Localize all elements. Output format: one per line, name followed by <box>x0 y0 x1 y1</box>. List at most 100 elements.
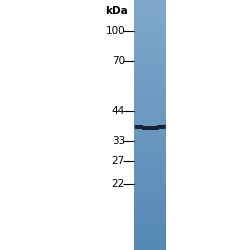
Bar <box>134 203 166 204</box>
Bar <box>134 214 166 215</box>
Bar <box>134 246 166 248</box>
Bar <box>160 125 161 129</box>
Bar <box>134 239 166 240</box>
Bar <box>134 57 166 58</box>
Bar <box>165 124 166 128</box>
Bar <box>134 230 166 231</box>
Text: 22: 22 <box>112 179 125 189</box>
Bar <box>144 126 145 130</box>
Bar <box>134 43 166 44</box>
Bar <box>134 240 166 241</box>
Bar <box>162 125 163 129</box>
Bar <box>134 208 166 209</box>
Bar <box>134 36 166 38</box>
Bar <box>135 124 136 129</box>
Bar <box>134 93 166 94</box>
Bar <box>134 235 166 236</box>
Bar <box>134 5 166 6</box>
Bar <box>134 135 166 136</box>
Bar <box>134 246 166 247</box>
Bar <box>134 124 135 128</box>
Bar <box>137 125 138 129</box>
Bar <box>134 200 166 201</box>
Bar <box>134 248 166 249</box>
Bar <box>162 125 163 129</box>
Bar <box>160 125 161 129</box>
Bar <box>134 163 166 164</box>
Bar <box>134 97 166 98</box>
Bar <box>134 213 166 214</box>
Bar <box>148 126 149 130</box>
Bar <box>134 146 166 147</box>
Bar <box>153 126 154 130</box>
Bar <box>164 124 165 129</box>
Bar <box>137 125 138 129</box>
Bar <box>134 3 166 4</box>
Bar <box>134 227 166 228</box>
Bar <box>134 105 166 106</box>
Bar <box>134 6 166 7</box>
Bar <box>134 130 166 131</box>
Bar <box>134 220 166 221</box>
Bar <box>134 238 166 239</box>
Bar <box>134 64 166 65</box>
Bar <box>134 168 166 169</box>
Bar <box>134 116 166 117</box>
Bar <box>145 126 146 130</box>
Bar <box>134 156 166 158</box>
Bar <box>134 80 166 81</box>
Bar <box>134 44 166 45</box>
Bar <box>134 79 166 80</box>
Bar <box>134 104 166 105</box>
Bar <box>134 92 166 93</box>
Bar <box>156 126 157 130</box>
Bar <box>134 26 166 28</box>
Bar <box>134 16 166 18</box>
Bar <box>134 85 166 86</box>
Bar <box>141 125 142 130</box>
Bar <box>134 100 166 101</box>
Bar <box>134 24 166 25</box>
Bar <box>134 18 166 19</box>
Bar <box>134 197 166 198</box>
Bar <box>134 145 166 146</box>
Bar <box>134 193 166 194</box>
Bar <box>148 126 149 130</box>
Bar <box>144 126 145 130</box>
Bar <box>134 147 166 148</box>
Bar <box>134 106 166 108</box>
Bar <box>134 215 166 216</box>
Bar <box>134 166 166 168</box>
Bar <box>134 243 166 244</box>
Bar <box>134 223 166 224</box>
Bar <box>134 106 166 107</box>
Bar <box>134 87 166 88</box>
Bar <box>134 76 166 77</box>
Bar <box>134 206 166 207</box>
Bar <box>134 75 166 76</box>
Bar <box>134 162 166 163</box>
Bar <box>134 166 166 167</box>
Bar <box>163 125 164 129</box>
Bar <box>134 74 166 75</box>
Bar <box>134 186 166 187</box>
Bar <box>134 25 166 26</box>
Bar <box>134 72 166 73</box>
Bar <box>134 86 166 88</box>
Bar <box>147 126 148 130</box>
Bar <box>134 56 166 58</box>
Bar <box>146 126 147 130</box>
Bar <box>142 126 143 130</box>
Bar <box>134 195 166 196</box>
Bar <box>134 45 166 46</box>
Bar <box>134 65 166 66</box>
Bar <box>164 124 165 129</box>
Bar <box>134 126 166 127</box>
Bar <box>136 125 137 129</box>
Bar <box>134 50 166 51</box>
Bar <box>134 118 166 119</box>
Bar <box>134 165 166 166</box>
Bar <box>149 126 150 130</box>
Bar <box>134 17 166 18</box>
Bar <box>134 204 166 205</box>
